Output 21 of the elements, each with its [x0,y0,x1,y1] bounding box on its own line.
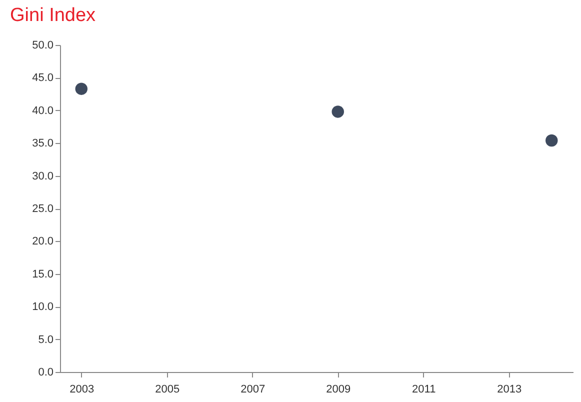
y-tick-label: 35.0 [32,138,54,150]
y-tick-label: 0.0 [38,366,54,378]
y-tick-label: 40.0 [32,104,54,117]
x-tick-label: 2003 [70,384,94,396]
point [332,106,344,118]
x-tick-label: 2011 [412,384,436,396]
y-tick-label: 15.0 [32,268,54,280]
y-tick-label: 50.0 [32,40,54,52]
point [75,82,88,95]
y-tick-label: 25.0 [32,203,54,215]
y-tick-label: 45.0 [32,72,54,84]
x-tick-label: 2013 [497,384,522,396]
x-tick-label: 2007 [240,384,266,396]
y-tick-label: 30.0 [32,170,54,182]
point [546,134,558,147]
y-tick-label: 5.0 [38,334,54,346]
y-tick-label: 20.0 [32,236,54,248]
x-tick-label: 2005 [155,384,180,396]
y-tick-label: 10.0 [32,301,54,314]
chart-title: Gini Index [10,5,96,26]
x-tick-label: 2009 [326,384,351,396]
